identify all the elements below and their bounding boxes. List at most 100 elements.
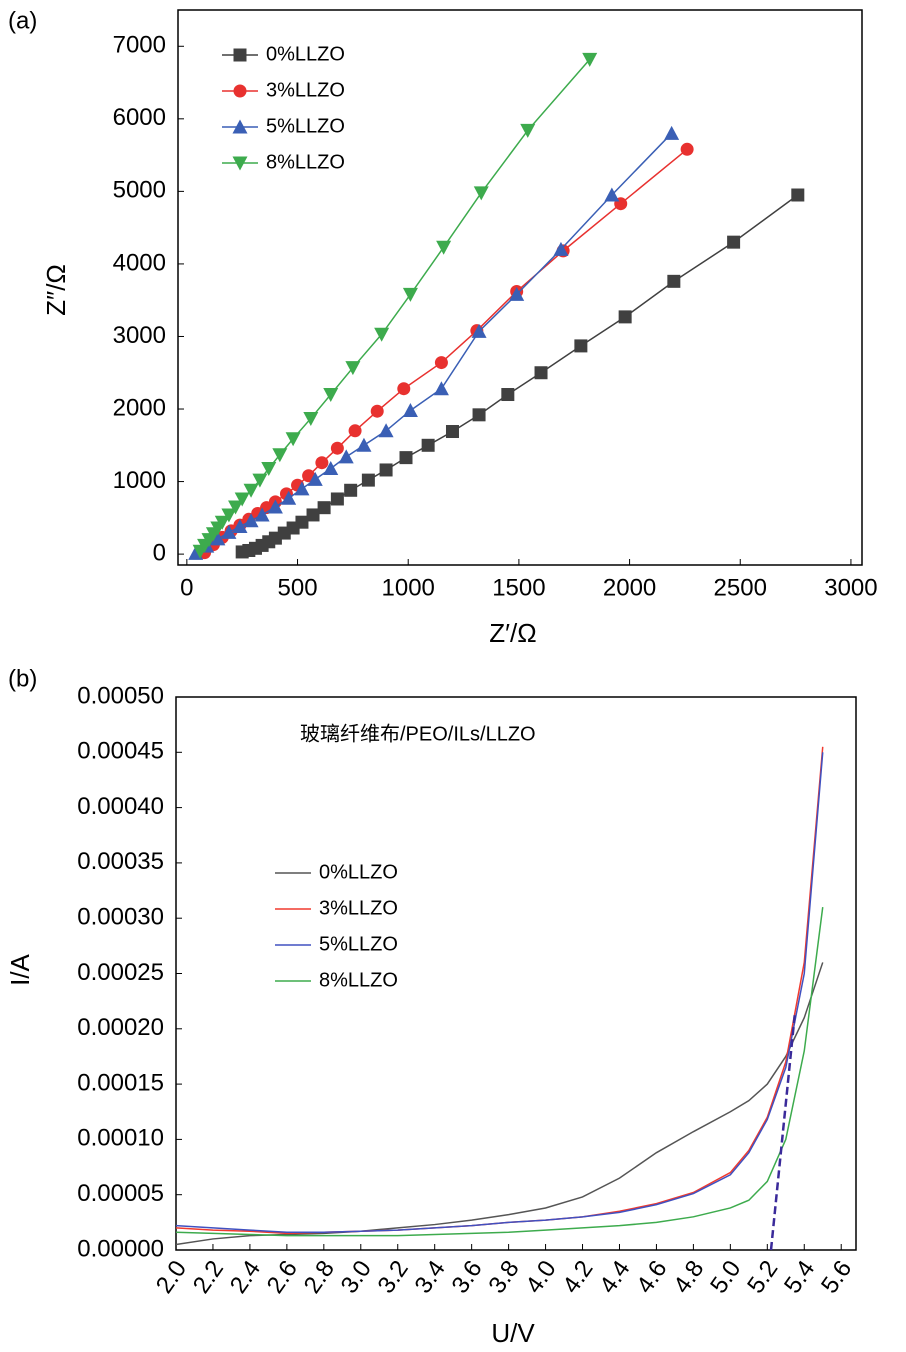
marker xyxy=(345,361,361,376)
x-tick-label: 2.6 xyxy=(262,1256,303,1299)
x-tick-label: 4.4 xyxy=(594,1256,635,1299)
marker xyxy=(281,490,297,505)
y-tick-label: 0.00005 xyxy=(77,1180,164,1207)
y-tick-label: 5000 xyxy=(113,177,166,204)
x-tick-label: 3.2 xyxy=(373,1256,414,1299)
y-tick-label: 0.00030 xyxy=(77,904,164,931)
x-tick-label: 3.0 xyxy=(336,1256,377,1299)
x-tick-label: 5.4 xyxy=(779,1256,820,1299)
marker xyxy=(232,156,248,171)
x-tick-label: 5.0 xyxy=(705,1256,746,1299)
marker xyxy=(233,48,247,62)
marker xyxy=(436,240,452,255)
marker xyxy=(294,481,310,496)
plot-frame xyxy=(177,9,863,566)
marker xyxy=(323,461,339,476)
marker xyxy=(330,441,344,455)
y-axis-label: Z″/Ω xyxy=(41,264,71,316)
legend-label: 0%LLZO xyxy=(266,43,345,65)
plot-frame xyxy=(175,696,857,1251)
marker xyxy=(214,515,230,530)
y-tick-label: 2000 xyxy=(113,394,166,421)
marker xyxy=(317,501,331,515)
marker xyxy=(303,411,319,426)
marker xyxy=(267,499,283,514)
marker xyxy=(664,125,680,140)
y-tick-label: 0.00035 xyxy=(77,848,164,875)
marker xyxy=(272,448,288,463)
x-tick-label: 2.8 xyxy=(299,1256,340,1299)
y-tick-label: 0.00015 xyxy=(77,1069,164,1096)
y-tick-label: 3000 xyxy=(113,322,166,349)
marker xyxy=(727,235,741,249)
marker xyxy=(221,508,237,523)
marker xyxy=(254,507,270,522)
marker xyxy=(509,286,525,301)
panel-label: (a) xyxy=(8,7,37,34)
marker xyxy=(397,382,411,396)
marker xyxy=(472,408,486,422)
marker xyxy=(501,388,515,402)
series-line xyxy=(175,907,824,1237)
x-tick-label: 2500 xyxy=(714,574,767,601)
marker xyxy=(421,438,435,452)
series-line xyxy=(175,746,824,1235)
x-axis-label: U/V xyxy=(491,1318,535,1348)
x-tick-label: 5.2 xyxy=(742,1256,783,1299)
y-tick-label: 4000 xyxy=(113,249,166,276)
series-line xyxy=(175,752,824,1234)
marker xyxy=(667,274,681,288)
marker xyxy=(791,188,805,202)
marker xyxy=(323,388,339,403)
y-axis-label: I/A xyxy=(5,953,35,985)
series-line xyxy=(204,148,688,554)
y-tick-label: 0.00020 xyxy=(77,1014,164,1041)
marker xyxy=(210,531,226,546)
y-tick-label: 7000 xyxy=(113,32,166,59)
legend-label: 8%LLZO xyxy=(319,969,398,991)
x-tick-label: 3000 xyxy=(824,574,877,601)
y-tick-label: 0.00045 xyxy=(77,738,164,765)
x-tick-label: 4.6 xyxy=(631,1256,672,1299)
x-tick-label: 3.6 xyxy=(447,1256,488,1299)
x-axis-label: Z′/Ω xyxy=(489,618,536,648)
marker xyxy=(306,508,320,522)
marker xyxy=(228,500,244,515)
marker xyxy=(374,327,390,342)
x-tick-label: 4.0 xyxy=(520,1256,561,1299)
marker xyxy=(370,404,384,418)
marker xyxy=(582,52,598,67)
marker xyxy=(234,492,250,507)
marker xyxy=(399,451,413,465)
marker xyxy=(402,402,418,417)
marker xyxy=(348,424,362,438)
legend-label: 8%LLZO xyxy=(266,151,345,173)
marker xyxy=(285,432,301,447)
marker xyxy=(433,381,449,396)
marker xyxy=(221,524,237,539)
marker xyxy=(680,142,694,156)
marker xyxy=(378,423,394,438)
legend-label: 5%LLZO xyxy=(319,933,398,955)
y-tick-label: 0.00025 xyxy=(77,959,164,986)
panel-label: (b) xyxy=(8,665,37,692)
marker xyxy=(520,123,536,138)
marker xyxy=(330,492,344,506)
marker xyxy=(553,241,569,256)
marker xyxy=(307,471,323,486)
annotation: 玻璃纤维布/PEO/ILs/LLZO xyxy=(300,722,536,745)
tangent-line xyxy=(769,1012,797,1251)
marker xyxy=(232,519,248,534)
y-tick-label: 0.00000 xyxy=(77,1235,164,1262)
x-tick-label: 0 xyxy=(180,574,193,601)
y-tick-label: 0.00050 xyxy=(77,682,164,709)
y-tick-label: 1000 xyxy=(113,467,166,494)
marker xyxy=(361,473,375,487)
marker xyxy=(243,483,259,498)
marker xyxy=(243,513,259,528)
series-line xyxy=(175,962,824,1246)
marker xyxy=(344,483,358,497)
legend-label: 3%LLZO xyxy=(266,79,345,101)
x-tick-label: 3.4 xyxy=(410,1256,451,1299)
